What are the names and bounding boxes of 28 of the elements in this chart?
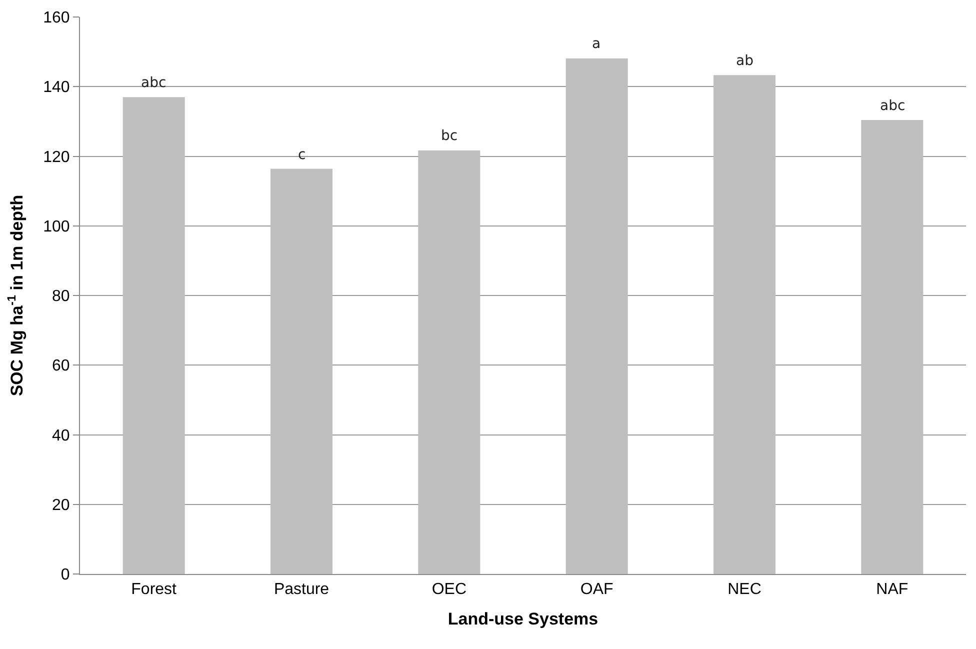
bar (713, 75, 776, 574)
bar (270, 168, 333, 574)
y-tick-label: 100 (43, 218, 70, 236)
bar (418, 150, 480, 574)
x-tick-label: Forest (131, 581, 178, 598)
bar (122, 97, 185, 574)
y-tick-label: 20 (52, 496, 70, 514)
x-tick-label: OEC (432, 581, 467, 598)
annotation: abc (880, 98, 906, 114)
y-tick-label: 0 (60, 566, 70, 584)
y-tick-label: 40 (52, 427, 70, 444)
x-axis-title: Land-use Systems (448, 610, 598, 629)
y-tick-label: 120 (43, 148, 70, 166)
x-tick-label: NEC (728, 581, 762, 598)
annotation: bc (441, 128, 458, 144)
y-tick-label: 60 (52, 358, 70, 375)
x-tick-label: NAF (876, 581, 908, 598)
y-tick-label: 160 (43, 10, 70, 27)
x-tick-label: Pasture (274, 581, 330, 598)
annotation: a (592, 36, 601, 52)
annotation: ab (736, 53, 754, 69)
bar (861, 120, 924, 574)
annotation: c (298, 147, 306, 163)
x-tick-label: OAF (580, 581, 614, 598)
y-tick-label: 140 (43, 79, 70, 96)
bar (566, 58, 628, 574)
y-tick-label: 80 (52, 288, 70, 306)
annotation: abc (141, 75, 166, 91)
